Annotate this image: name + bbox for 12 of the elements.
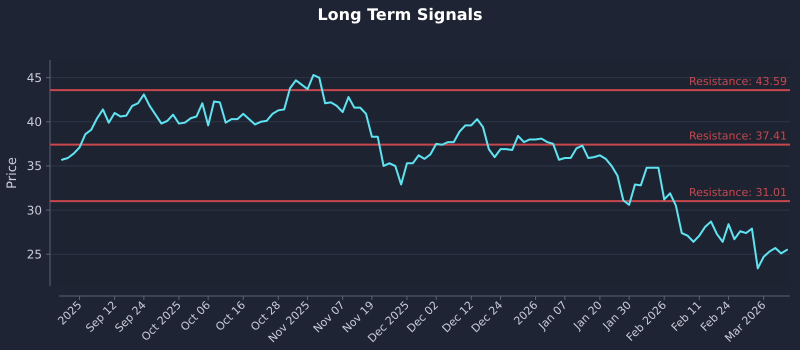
y-tick-label: 45	[26, 70, 42, 85]
y-tick-label: 35	[26, 159, 42, 174]
y-tick-label: 30	[26, 203, 42, 218]
chart-title: Long Term Signals	[317, 5, 483, 24]
ref-line-label: Resistance: 31.01	[689, 186, 787, 200]
ref-line-label: Resistance: 37.41	[689, 130, 787, 143]
y-axis-title: Price	[5, 157, 20, 189]
x-tick-label: Oct 16	[213, 298, 248, 334]
y-tick-label: 25	[26, 247, 42, 262]
y-tick-label: 40	[26, 114, 42, 129]
ref-line-label: Resistance: 43.59	[689, 75, 787, 88]
line-series	[61, 74, 788, 270]
